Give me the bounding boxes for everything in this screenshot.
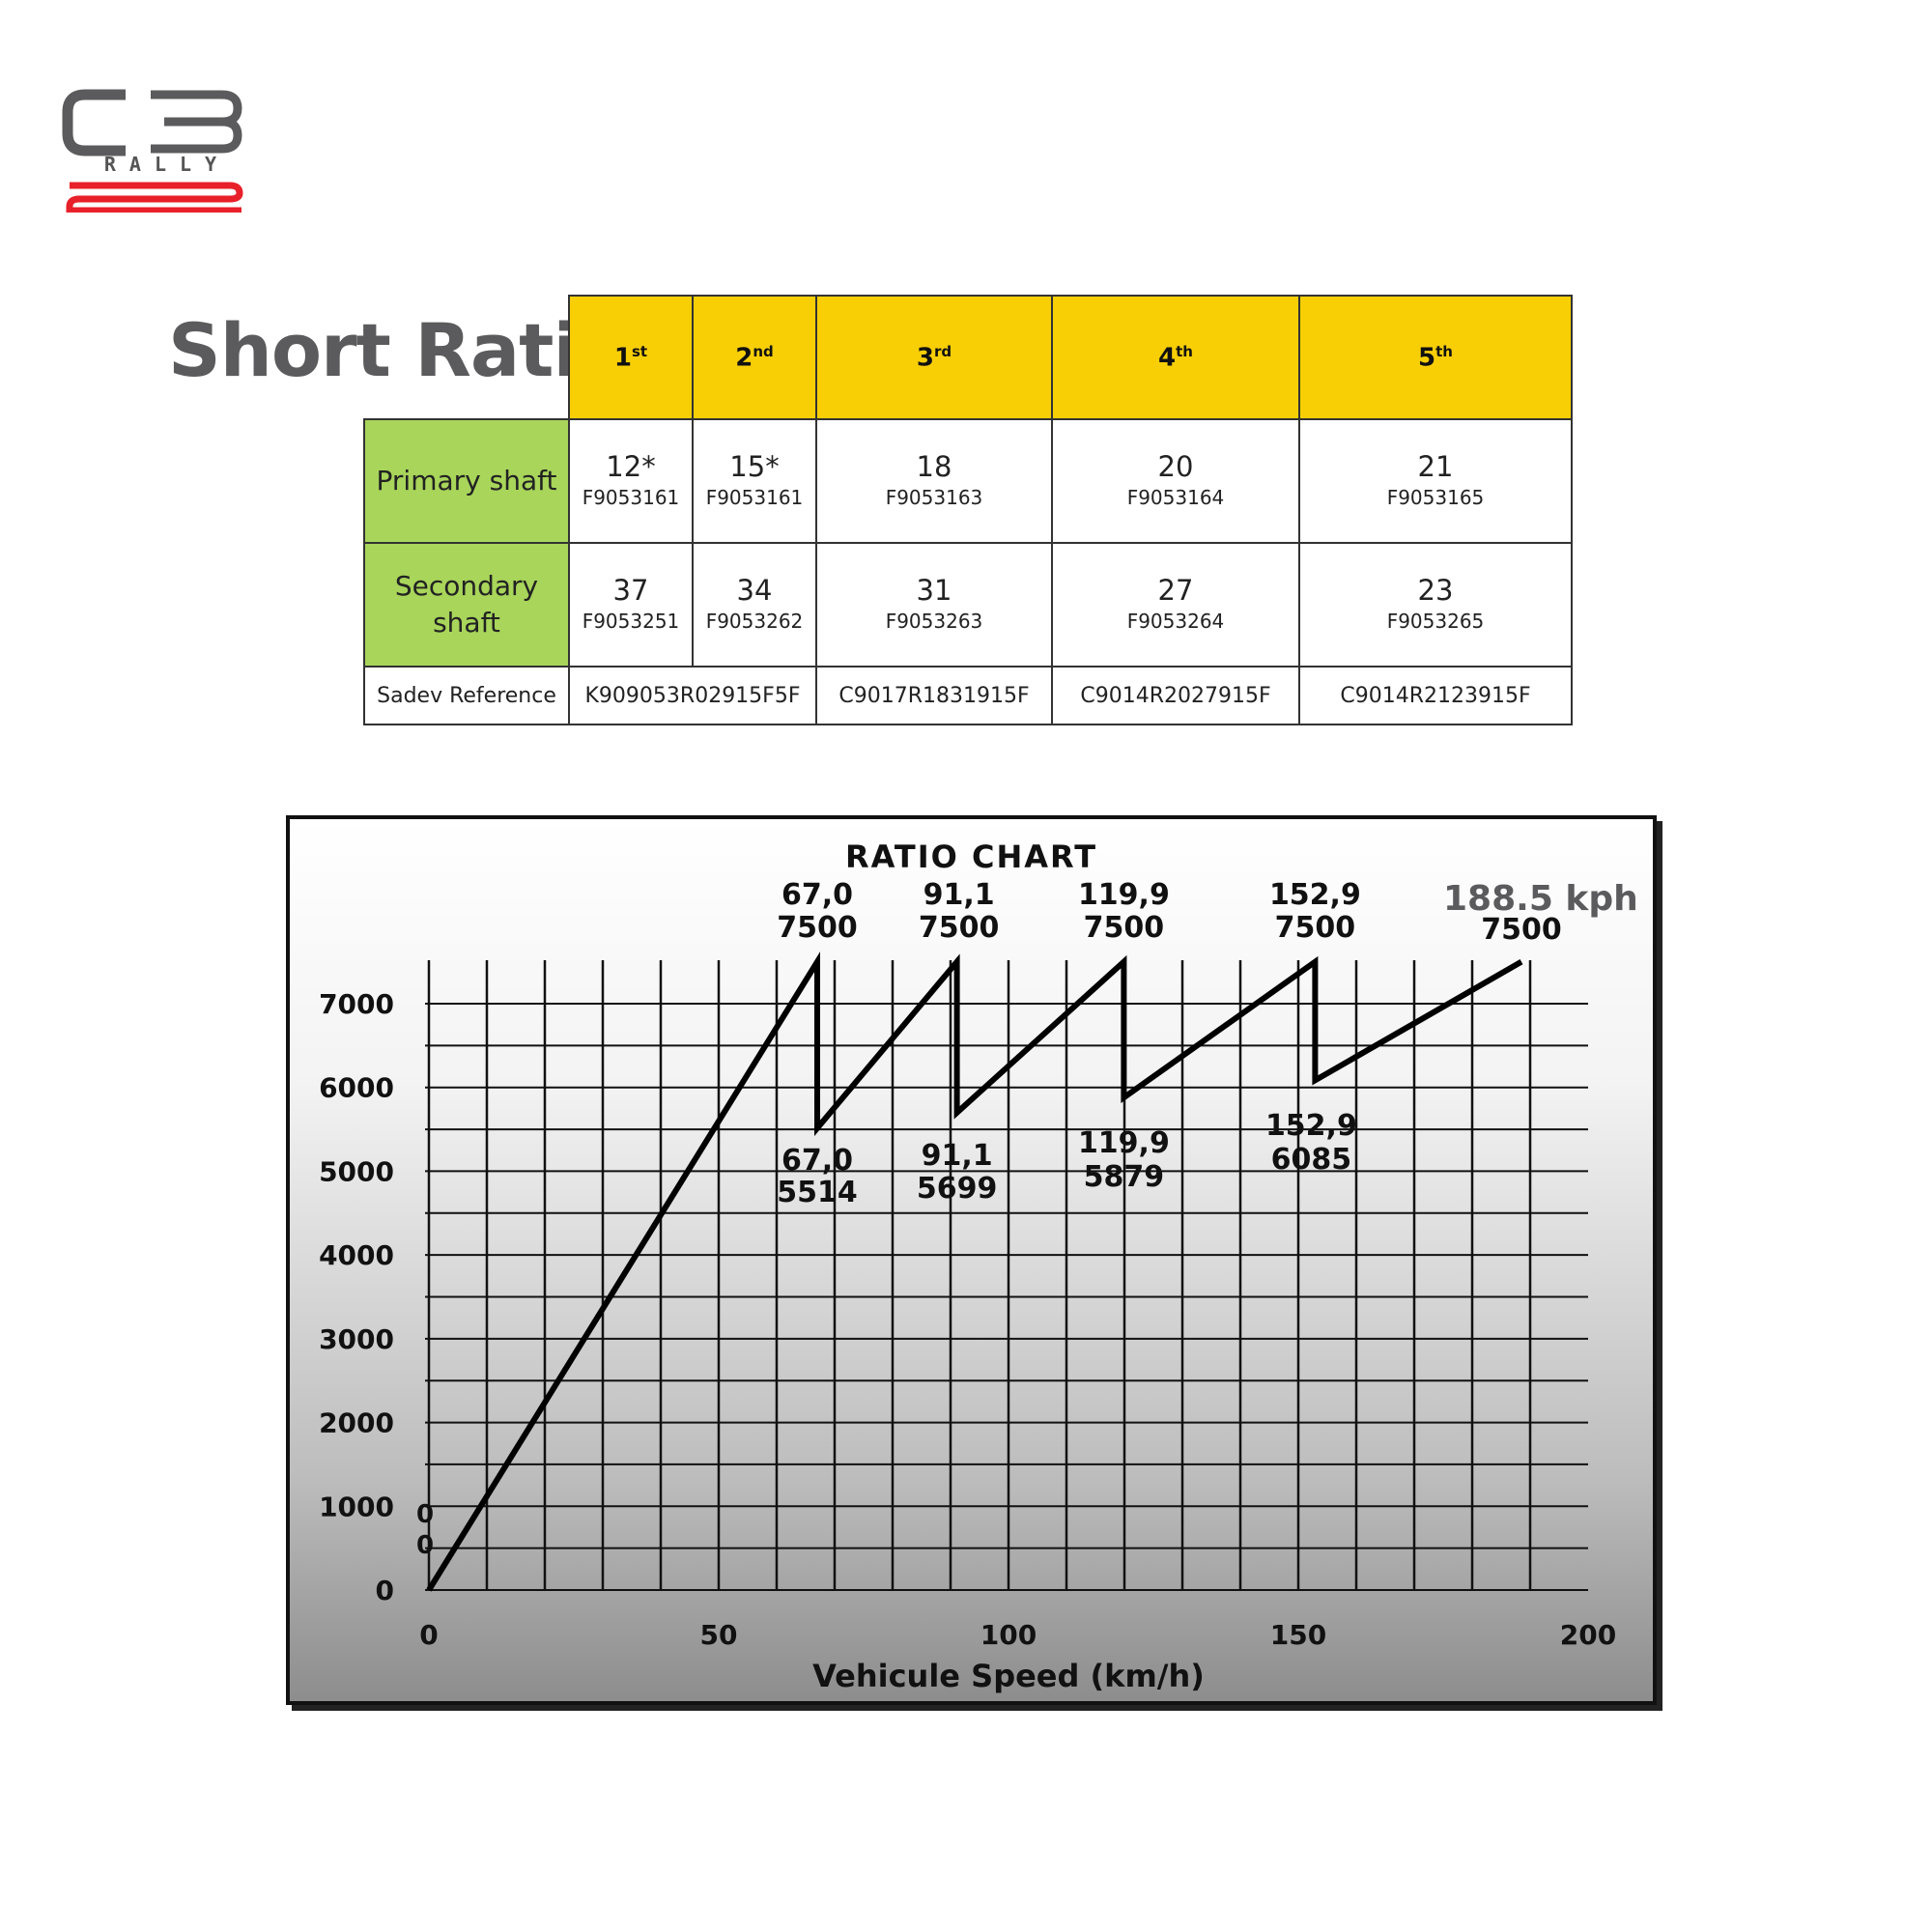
x-tick-label: 0 — [419, 1619, 438, 1651]
downshift-speed-label: 152,9 — [1265, 1109, 1357, 1143]
primary-cell-5: 21 F9053165 — [1298, 418, 1573, 544]
upshift-speed-label: 91,1 — [923, 878, 995, 912]
gear-header-2: 2nd — [692, 295, 817, 420]
x-tick-label: 150 — [1270, 1619, 1326, 1651]
y-tick-label: 7000 — [319, 988, 394, 1020]
upshift-rpm-label: 7500 — [1084, 911, 1165, 945]
downshift-rpm-label: 5514 — [777, 1176, 858, 1209]
y-tick-label: 0 — [376, 1575, 394, 1606]
secondary-cell-3: 31 F9053263 — [815, 542, 1053, 668]
downshift-rpm-label: 6085 — [1271, 1143, 1352, 1177]
gear-header-4: 4th — [1051, 295, 1300, 420]
upshift-speed-label: 67,0 — [781, 878, 853, 912]
sadev-ref-4: C9014R2027915F — [1051, 666, 1300, 725]
upshift-rpm-label: 7500 — [919, 911, 1000, 945]
ratio-series-line — [426, 952, 1523, 1592]
y-tick-label: 6000 — [319, 1072, 394, 1104]
downshift-speed-label: 91,1 — [922, 1139, 993, 1173]
table-row-secondary: Secondary shaft 37 F9053251 34 F9053262 31… — [363, 542, 1573, 668]
sadev-ref-1: K909053R02915F5F — [568, 666, 817, 725]
upshift-speed-label: 119,9 — [1078, 878, 1170, 912]
final-rpm-label: 7500 — [1481, 913, 1562, 947]
downshift-speed-label: 119,9 — [1078, 1126, 1170, 1160]
gear-header-1: 1st — [568, 295, 694, 420]
downshift-speed-label: 67,0 — [781, 1144, 853, 1178]
upshift-speed-label: 152,9 — [1269, 878, 1361, 912]
table-corner — [364, 296, 569, 419]
x-axis-label: Vehicule Speed (km/h) — [812, 1658, 1205, 1694]
brand-logo: RALLY — [58, 87, 251, 213]
secondary-cell-5: 23 F9053265 — [1298, 542, 1573, 668]
origin-label: 0 — [416, 1531, 434, 1560]
y-tick-label: 2000 — [319, 1407, 394, 1439]
chart-title: RATIO CHART — [844, 838, 1098, 875]
table-row-sadev: Sadev Reference K909053R02915F5F C9017R1… — [363, 666, 1573, 725]
page-title: Short Ratio — [168, 307, 628, 393]
downshift-rpm-label: 5699 — [917, 1172, 998, 1206]
primary-cell-2: 15* F9053161 — [692, 418, 817, 544]
gear-header-3: 3rd — [815, 295, 1053, 420]
y-tick-label: 5000 — [319, 1155, 394, 1187]
table-row-primary: Primary shaft 12* F9053161 15* F9053161 18… — [363, 418, 1573, 544]
gear-ratio-table: 1st 2nd 3rd 4th 5th Primary shaft 12* F90… — [363, 295, 1573, 725]
x-tick-label: 200 — [1560, 1619, 1616, 1651]
y-tick-label: 3000 — [319, 1323, 394, 1355]
primary-cell-3: 18 F9053163 — [815, 418, 1053, 544]
row-header-sadev: Sadev Reference — [363, 666, 570, 725]
x-tick-label: 100 — [980, 1619, 1037, 1651]
origin-label: 0 — [416, 1500, 434, 1529]
logo-subtext: RALLY — [103, 153, 231, 176]
secondary-cell-4: 27 F9053264 — [1051, 542, 1300, 668]
downshift-rpm-label: 5879 — [1084, 1160, 1165, 1194]
row-header-primary: Primary shaft — [363, 418, 570, 544]
y-tick-label: 1000 — [319, 1491, 394, 1522]
y-tick-label: 4000 — [319, 1239, 394, 1271]
row-header-secondary: Secondary shaft — [363, 542, 570, 668]
ratio-chart: 0 1000 2000 3000 4000 5000 6000 7000 0 50 100 150 20… — [286, 815, 1657, 1705]
upshift-rpm-label: 7500 — [777, 911, 858, 945]
x-tick-label: 50 — [700, 1619, 738, 1651]
gear-header-5: 5th — [1298, 295, 1573, 420]
final-speed-label: 188.5 kph — [1443, 879, 1638, 919]
primary-cell-4: 20 F9053164 — [1051, 418, 1300, 544]
sadev-ref-5: C9014R2123915F — [1298, 666, 1573, 725]
upshift-rpm-label: 7500 — [1275, 911, 1356, 945]
primary-cell-1: 12* F9053161 — [568, 418, 694, 544]
secondary-cell-1: 37 F9053251 — [568, 542, 694, 668]
sadev-ref-3: C9017R1831915F — [815, 666, 1053, 725]
secondary-cell-2: 34 F9053262 — [692, 542, 817, 668]
